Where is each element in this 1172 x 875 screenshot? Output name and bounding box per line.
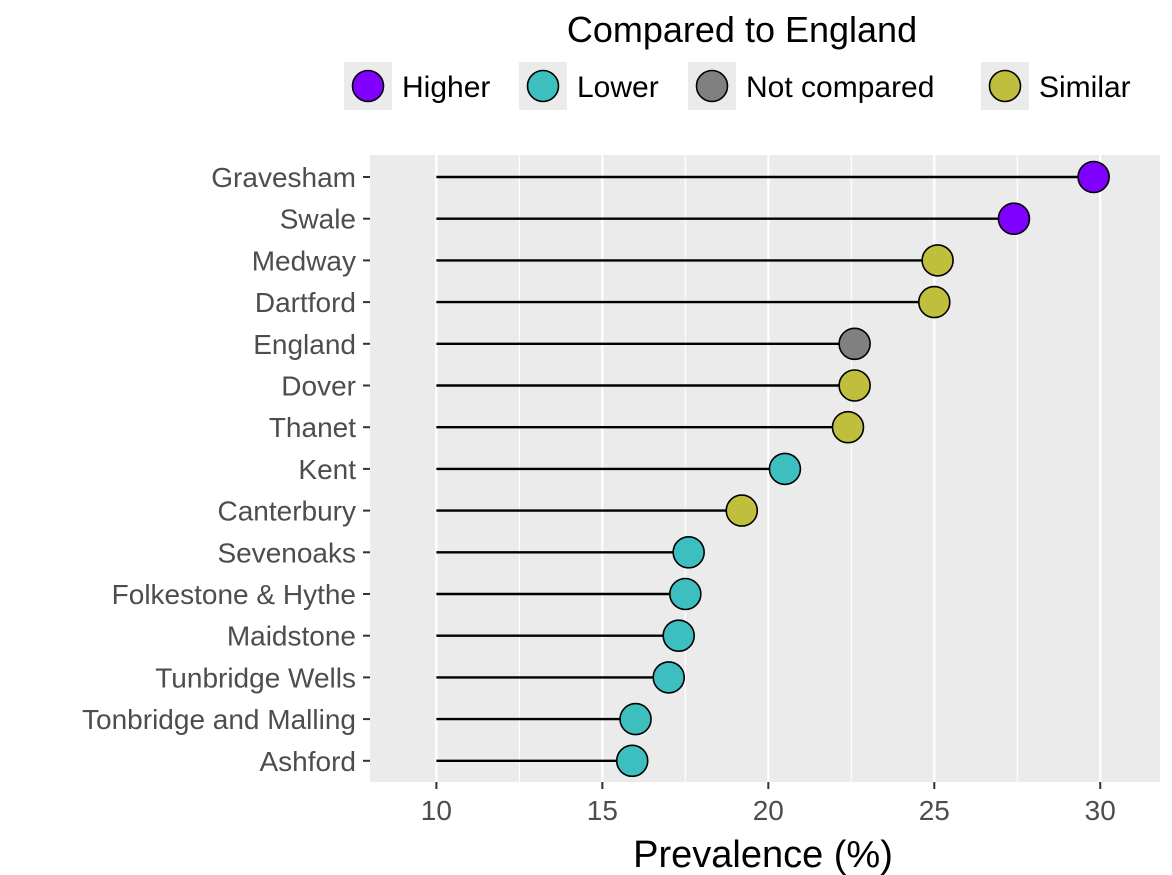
x-axis-title: Prevalence (%) (633, 834, 893, 875)
lollipop-point (838, 369, 871, 402)
legend-key-marker (351, 69, 385, 103)
y-category-label: Swale (280, 204, 356, 235)
lollipop-point (619, 702, 652, 736)
legend-title: Compared to England (567, 9, 917, 50)
legend: Compared to England Higher Lower Not compa… (344, 9, 1131, 110)
y-category-label: Tunbridge Wells (155, 662, 356, 693)
lollipop-point (1077, 160, 1110, 194)
lollipop-point (615, 744, 649, 778)
x-tick-label: 10 (421, 795, 452, 826)
lollipop-point (725, 494, 759, 527)
y-category-label: Maidstone (227, 621, 356, 652)
lollipop-point (838, 327, 871, 361)
y-category-label: Gravesham (211, 162, 356, 193)
y-category-label: Dover (281, 371, 356, 402)
y-category-label: Medway (252, 245, 356, 276)
x-tick-label: 30 (1085, 795, 1116, 826)
y-category-label: Folkestone & Hythe (112, 579, 356, 610)
y-category-label: Kent (298, 454, 356, 485)
legend-entry-label: Lower (577, 71, 659, 104)
lollipop-point (768, 452, 802, 486)
lollipop-point (917, 285, 951, 319)
lollipop-point (652, 661, 686, 694)
y-category-label: England (253, 329, 356, 360)
legend-key-marker (526, 69, 560, 103)
legend-entries: Higher Lower Not compared Similar (344, 62, 1131, 110)
lollipop-point (997, 202, 1031, 235)
legend-entry-label: Not compared (746, 71, 934, 104)
lollipop-point (921, 244, 954, 277)
y-category-label: Thanet (269, 412, 356, 443)
x-tick-label: 20 (753, 795, 784, 826)
lollipop-point (669, 577, 702, 611)
y-category-label: Canterbury (217, 496, 356, 527)
y-category-label: Ashford (260, 746, 357, 777)
legend-key-marker (695, 69, 729, 103)
y-category-label: Sevenoaks (217, 537, 356, 568)
x-axis: 10 15 20 25 30 (421, 782, 1116, 826)
y-axis: Gravesham Swale Medway Dartford England Dover… (82, 162, 370, 777)
y-category-label: Dartford (255, 287, 356, 318)
legend-entry-label: Higher (402, 71, 490, 104)
lollipop-point (672, 535, 705, 569)
legend-key-marker (988, 69, 1022, 103)
lollipop-point (831, 410, 865, 444)
y-category-label: Tonbridge and Malling (82, 704, 356, 735)
x-tick-label: 15 (587, 795, 618, 826)
lollipop-points (615, 160, 1110, 778)
lollipop-point (662, 619, 695, 653)
legend-entry-label: Similar (1039, 71, 1131, 104)
lollipop-segments (436, 175, 1094, 762)
x-tick-label: 25 (919, 795, 950, 826)
